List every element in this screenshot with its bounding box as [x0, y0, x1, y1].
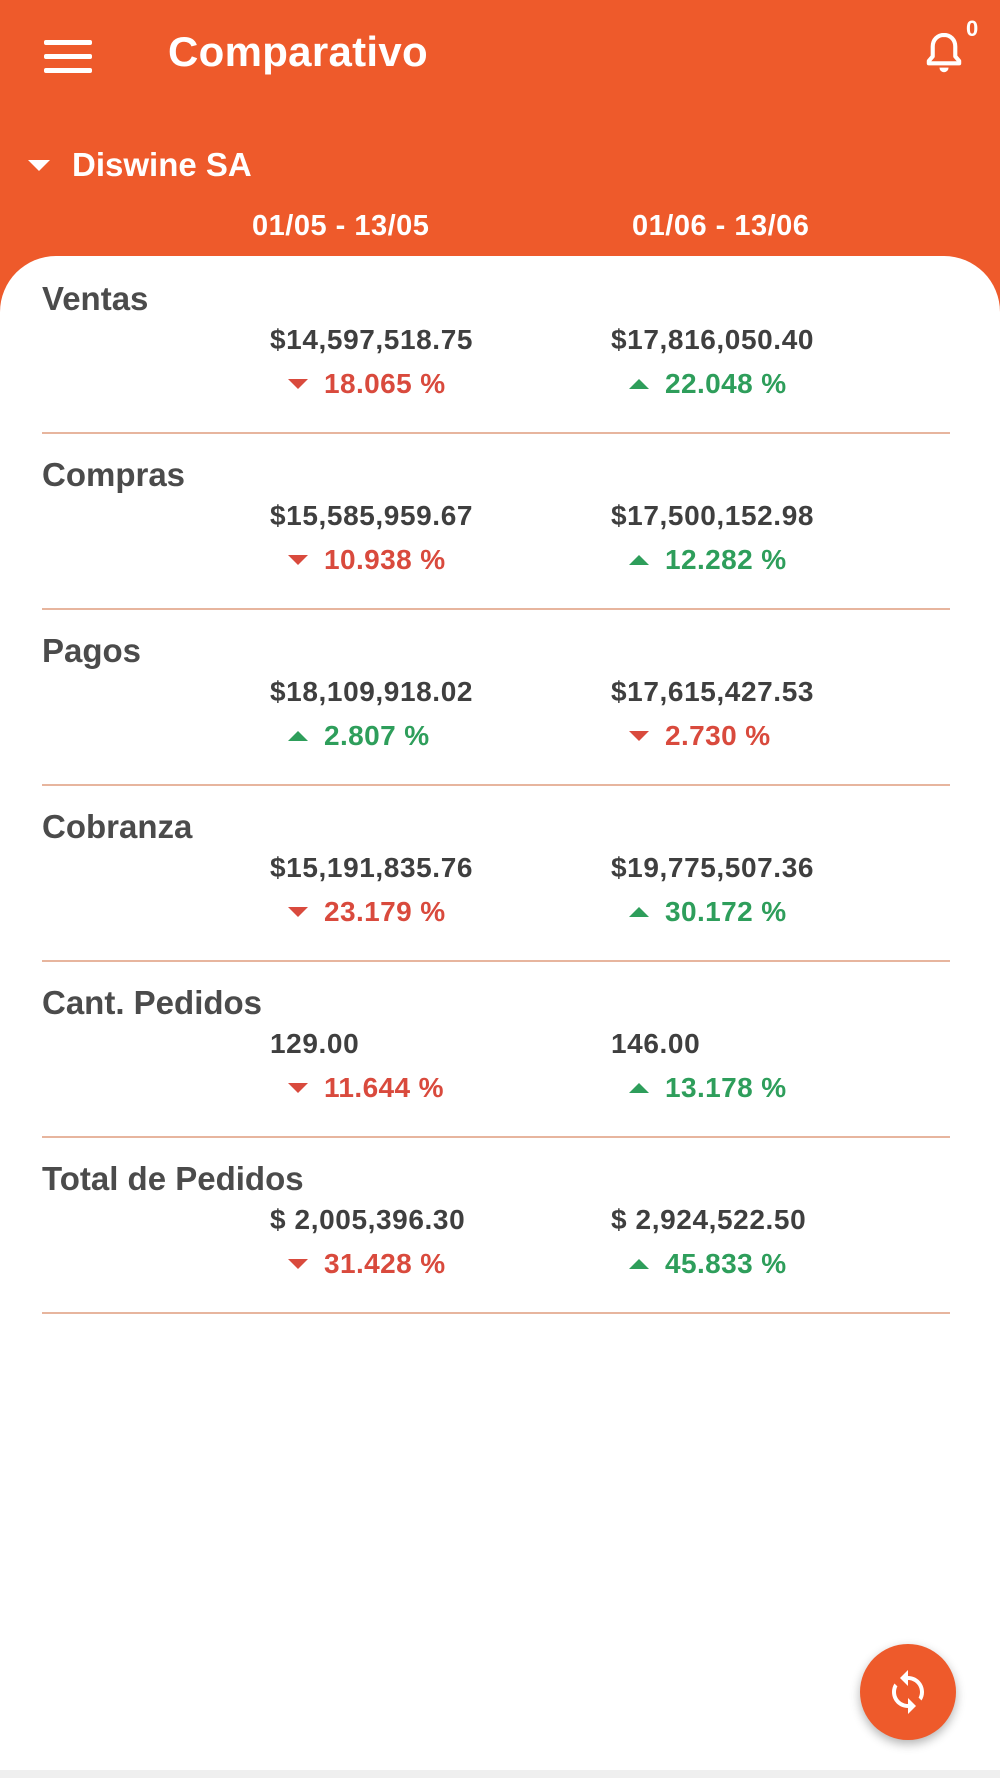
change-text: 22.048 % [665, 368, 787, 399]
menu-button[interactable] [44, 40, 94, 74]
metric-name: Cant. Pedidos [42, 984, 263, 1021]
metric-change-period-2: 30.172 % [629, 896, 787, 928]
change-text: 23.179 % [324, 896, 446, 927]
metric-change-period-1: 18.065 % [288, 368, 446, 400]
metric-row-compras: Compras $15,585,959.67 $17,500,152.98 10… [42, 432, 950, 610]
arrow-up-icon [629, 555, 649, 565]
arrow-up-icon [629, 1259, 649, 1269]
menu-icon-bar [44, 40, 92, 45]
metric-value-period-2: $17,615,427.53 [611, 676, 815, 707]
metric-value-period-1: $18,109,918.02 [270, 676, 474, 707]
change-text: 30.172 % [665, 896, 787, 927]
bottom-edge [0, 1770, 1000, 1778]
metric-name: Compras [42, 456, 186, 493]
company-name: Diswine SA [72, 146, 252, 183]
metric-change-period-2: 2.730 % [629, 720, 771, 752]
change-text: 45.833 % [665, 1248, 787, 1279]
change-text: 2.807 % [324, 720, 430, 751]
metric-value-period-1: $ 2,005,396.30 [270, 1204, 466, 1235]
metric-name: Total de Pedidos [42, 1160, 304, 1197]
metric-change-period-2: 45.833 % [629, 1248, 787, 1280]
metric-change-period-1: 31.428 % [288, 1248, 446, 1280]
arrow-down-icon [288, 907, 308, 917]
metric-value-period-1: $14,597,518.75 [270, 324, 474, 355]
comparison-list: Ventas $14,597,518.75 $17,816,050.40 18.… [0, 256, 1000, 1778]
change-text: 31.428 % [324, 1248, 446, 1279]
metric-name: Ventas [42, 280, 149, 317]
metric-value-period-2: $17,816,050.40 [611, 324, 815, 355]
metric-change-period-1: 2.807 % [288, 720, 430, 752]
arrow-up-icon [629, 907, 649, 917]
metric-value-period-1: 129.00 [270, 1028, 360, 1059]
arrow-up-icon [629, 379, 649, 389]
metric-change-period-1: 10.938 % [288, 544, 446, 576]
refresh-button[interactable] [860, 1644, 956, 1740]
metric-name: Cobranza [42, 808, 193, 845]
change-text: 18.065 % [324, 368, 446, 399]
metric-value-period-2: $17,500,152.98 [611, 500, 815, 531]
arrow-down-icon [288, 1259, 308, 1269]
period-label-1: 01/05 - 13/05 [252, 210, 430, 242]
change-text: 11.644 % [324, 1072, 444, 1103]
metric-change-period-2: 22.048 % [629, 368, 787, 400]
refresh-icon [892, 1670, 924, 1714]
change-text: 13.178 % [665, 1072, 787, 1103]
metric-value-period-2: $19,775,507.36 [611, 852, 815, 883]
metric-row-cant-pedidos: Cant. Pedidos 129.00 146.00 11.644 % 13.… [42, 960, 950, 1138]
arrow-down-icon [288, 379, 308, 389]
metric-change-period-1: 11.644 % [288, 1072, 444, 1104]
bell-icon [926, 32, 962, 73]
metric-row-pagos: Pagos $18,109,918.02 $17,615,427.53 2.80… [42, 608, 950, 786]
metric-change-period-2: 12.282 % [629, 544, 787, 576]
metric-value-period-1: $15,585,959.67 [270, 500, 474, 531]
period-label-2: 01/06 - 13/06 [632, 210, 810, 242]
notifications-button[interactable] [918, 28, 974, 84]
change-text: 12.282 % [665, 544, 787, 575]
metric-row-total-pedidos: Total de Pedidos $ 2,005,396.30 $ 2,924,… [42, 1136, 950, 1314]
arrow-down-icon [288, 555, 308, 565]
change-text: 10.938 % [324, 544, 446, 575]
metric-change-period-1: 23.179 % [288, 896, 446, 928]
metric-change-period-2: 13.178 % [629, 1072, 787, 1104]
change-text: 2.730 % [665, 720, 771, 751]
metric-name: Pagos [42, 632, 142, 669]
arrow-down-icon [288, 1083, 308, 1093]
arrow-down-icon [629, 731, 649, 741]
arrow-up-icon [288, 731, 308, 741]
metric-row-ventas: Ventas $14,597,518.75 $17,816,050.40 18.… [42, 256, 950, 434]
caret-down-icon [28, 159, 50, 171]
page-title: Comparativo [168, 28, 429, 75]
notification-count-badge: 0 [966, 16, 979, 41]
metric-row-cobranza: Cobranza $15,191,835.76 $19,775,507.36 2… [42, 784, 950, 962]
metric-value-period-2: $ 2,924,522.50 [611, 1204, 807, 1235]
metric-value-period-1: $15,191,835.76 [270, 852, 474, 883]
arrow-up-icon [629, 1083, 649, 1093]
metric-value-period-2: 146.00 [611, 1028, 701, 1059]
menu-icon-bar [44, 54, 92, 59]
menu-icon-bar [44, 68, 92, 73]
company-dropdown[interactable]: Diswine SA [28, 140, 252, 190]
